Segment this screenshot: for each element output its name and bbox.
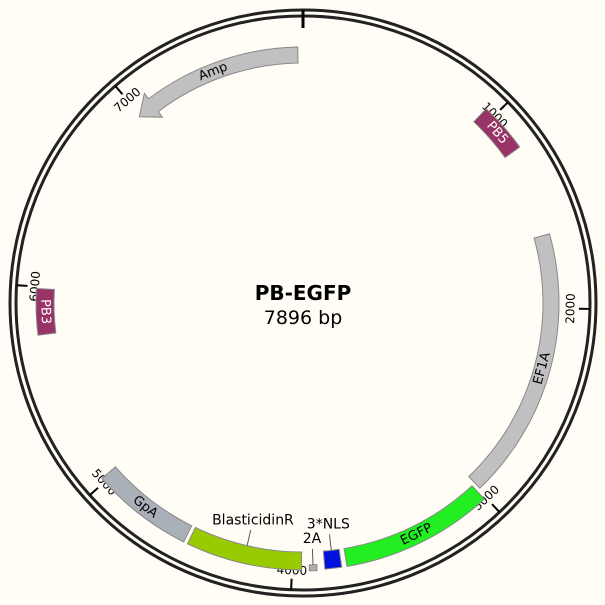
tick-label-7000: 7000: [111, 85, 143, 116]
feature-twoa-leader: [311, 548, 314, 565]
feature-amp: Amp: [138, 46, 299, 118]
feature-nls-leader: [328, 534, 332, 551]
feature-blasticidin-leader: [246, 529, 252, 546]
feature-twoa: 2A: [303, 531, 322, 572]
tick-mark-1000: [499, 101, 509, 111]
feature-egfp-arc: [343, 485, 486, 567]
feature-pb3: PB3: [35, 288, 57, 336]
feature-twoa-arc: [308, 564, 318, 572]
feature-amp-arc: [138, 46, 299, 118]
feature-ef1a-arc: [468, 233, 560, 489]
feature-ef1a: EF1A: [468, 233, 560, 489]
feature-twoa-label: 2A: [303, 531, 322, 547]
feature-pb3-label: PB3: [37, 299, 53, 325]
feature-gpa: GpA: [101, 466, 193, 543]
feature-pb3-arc: [35, 288, 57, 336]
tick-mark-5000: [89, 487, 99, 496]
tick-mark-3000: [491, 503, 501, 513]
plasmid-length: 7896 bp: [264, 307, 343, 329]
feature-pb5-arc: [473, 108, 521, 159]
feature-gpa-arc: [101, 466, 193, 543]
tick-mark-6000: [16, 284, 28, 287]
feature-nls-label: 3*NLS: [307, 517, 350, 533]
feature-nls: 3*NLS: [307, 517, 350, 570]
center-labels: PB-EGFP 7896 bp: [255, 281, 352, 329]
feature-nls-arc: [322, 548, 343, 570]
feature-blasticidin: BlasticidinR: [186, 512, 303, 571]
plasmid-name: PB-EGFP: [255, 281, 352, 305]
tick-label-2000: 2000: [563, 293, 578, 324]
tick-marks: 1000200030004000500060007000: [16, 85, 590, 590]
tick-mark-7000: [114, 85, 124, 95]
feature-egfp: EGFP: [343, 485, 486, 567]
feature-blasticidin-arc: [186, 526, 303, 571]
feature-blasticidin-label: BlasticidinR: [212, 512, 294, 528]
backbone: [8, 8, 598, 598]
